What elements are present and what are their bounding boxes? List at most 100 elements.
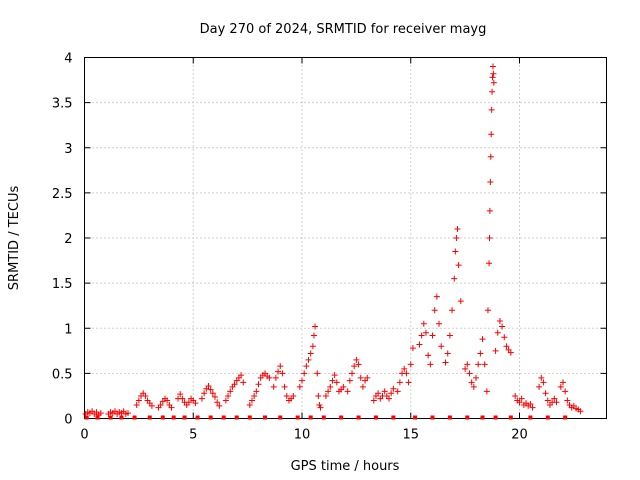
data-point (272, 374, 279, 381)
data-point (503, 343, 510, 350)
baseline-marker (221, 415, 226, 420)
data-point (489, 63, 496, 70)
data-point (486, 207, 493, 214)
data-point (296, 383, 303, 390)
data-point (560, 379, 566, 386)
data-point (422, 329, 429, 336)
data-point (315, 392, 322, 399)
data-point (364, 374, 371, 381)
data-point (390, 385, 397, 392)
data-point (501, 334, 508, 341)
data-point (309, 343, 316, 350)
data-point (488, 131, 495, 138)
x-tick-label: 10 (294, 428, 311, 443)
data-point (405, 379, 412, 386)
baseline-marker (263, 415, 268, 420)
data-point (551, 395, 558, 402)
data-point (479, 336, 486, 343)
data-point (484, 307, 491, 314)
data-point (355, 361, 362, 368)
baseline-marker (373, 415, 378, 420)
data-point (177, 391, 184, 398)
data-point (425, 352, 432, 359)
gridlines (84, 57, 607, 419)
data-point (468, 379, 475, 386)
data-point (125, 410, 131, 417)
data-point (375, 390, 382, 397)
data-point (407, 361, 414, 368)
y-tick-label: 2 (64, 232, 72, 247)
data-point (453, 235, 460, 241)
data-point (231, 381, 238, 388)
data-point (473, 374, 479, 381)
data-point (577, 408, 584, 415)
data-point (496, 318, 503, 325)
x-axis-ticks: 0 5 10 15 20 (80, 57, 528, 443)
data-point (536, 383, 543, 390)
data-point (564, 397, 571, 404)
data-point (270, 383, 277, 390)
data-point (277, 363, 284, 370)
data-point (394, 388, 401, 395)
data-point (227, 388, 234, 395)
baseline-marker (308, 415, 313, 420)
data-point (494, 329, 501, 336)
data-point (301, 370, 308, 377)
data-point (310, 332, 317, 339)
data-point (529, 404, 536, 411)
data-point (540, 379, 547, 386)
data-point (214, 399, 221, 406)
data-point (317, 404, 324, 411)
data-point (427, 361, 434, 368)
data-point (312, 323, 319, 330)
data-point (486, 260, 493, 267)
baseline-marker (356, 415, 361, 420)
baseline-marker (480, 415, 485, 420)
data-point (516, 399, 523, 406)
data-point (255, 381, 262, 388)
data-point (349, 370, 356, 377)
data-point (322, 392, 329, 399)
data-point (431, 307, 438, 314)
baseline-marker (295, 415, 300, 420)
y-tick-label: 3 (64, 142, 72, 157)
data-point (462, 365, 469, 372)
data-point (164, 397, 171, 404)
data-point (192, 400, 199, 407)
data-point (487, 179, 494, 186)
baseline-marker (95, 415, 100, 420)
data-point (290, 392, 297, 399)
data-point (246, 401, 253, 408)
data-point (316, 401, 323, 408)
data-point (283, 392, 290, 399)
y-tick-label: 0 (64, 413, 72, 428)
data-point (499, 323, 506, 330)
data-point (340, 383, 347, 390)
data-point (333, 379, 340, 386)
data-point (327, 383, 334, 390)
data-point (157, 401, 164, 408)
data-point (198, 395, 205, 402)
y-axis-label: SRMTID / TECUs (7, 186, 22, 291)
data-point (240, 379, 247, 386)
data-point (253, 388, 260, 395)
data-point (207, 386, 214, 393)
baseline-marker (493, 415, 498, 420)
data-point (281, 383, 288, 390)
data-point (357, 374, 364, 381)
baseline-marker (147, 415, 152, 420)
data-point (185, 399, 192, 406)
data-point (135, 397, 142, 404)
data-point (488, 106, 495, 113)
data-point (433, 293, 440, 300)
y-tick-label: 2.5 (52, 187, 73, 202)
data-point (416, 341, 423, 348)
baseline-marker (247, 415, 252, 420)
data-point (225, 392, 232, 399)
data-point (457, 298, 464, 305)
x-tick-label: 0 (80, 428, 88, 443)
baseline-marker (182, 415, 187, 420)
data-point (401, 365, 408, 372)
baseline-marker (234, 415, 239, 420)
